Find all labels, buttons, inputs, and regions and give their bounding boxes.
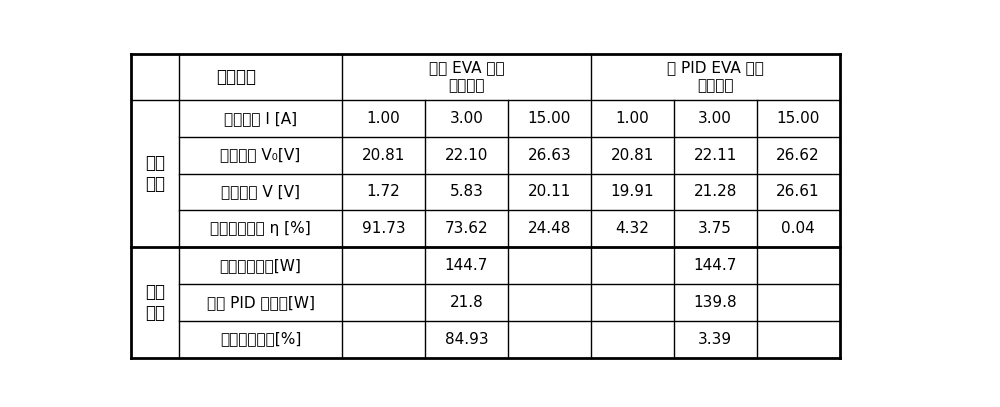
Text: 26.61: 26.61 [776, 184, 820, 199]
Text: 84.93: 84.93 [445, 332, 488, 347]
Text: 15.00: 15.00 [776, 111, 820, 126]
Text: 测试项目: 测试项目 [217, 68, 257, 86]
Text: 22.11: 22.11 [693, 148, 737, 163]
Text: 终点电压 V [V]: 终点电压 V [V] [221, 184, 300, 199]
Text: 22.10: 22.10 [445, 148, 488, 163]
Text: 3.00: 3.00 [698, 111, 732, 126]
Text: 组件 PID 后功率[W]: 组件 PID 后功率[W] [207, 295, 315, 310]
Text: 恒定电流 I [A]: 恒定电流 I [A] [224, 111, 297, 126]
Text: 26.62: 26.62 [776, 148, 820, 163]
Text: 21.28: 21.28 [693, 184, 737, 199]
Text: 20.81: 20.81 [611, 148, 654, 163]
Text: 91.73: 91.73 [362, 221, 405, 236]
Text: 1.00: 1.00 [367, 111, 400, 126]
Text: 抗 PID EVA 胶膜
封装组件: 抗 PID EVA 胶膜 封装组件 [667, 61, 764, 93]
Text: 19.91: 19.91 [610, 184, 654, 199]
Text: 测试
数据: 测试 数据 [145, 154, 165, 193]
Text: 144.7: 144.7 [693, 258, 737, 273]
Text: 1.00: 1.00 [615, 111, 649, 126]
Text: 73.62: 73.62 [445, 221, 488, 236]
Text: 组件初始功率[W]: 组件初始功率[W] [220, 258, 302, 273]
Text: 21.8: 21.8 [450, 295, 483, 310]
Text: 0.04: 0.04 [781, 221, 815, 236]
Text: 1.72: 1.72 [367, 184, 400, 199]
Text: 24.48: 24.48 [528, 221, 571, 236]
Text: 功率下降比例[%]: 功率下降比例[%] [220, 332, 301, 347]
Text: 常规 EVA 胶膜
封装组件: 常规 EVA 胶膜 封装组件 [429, 61, 504, 93]
Text: 26.63: 26.63 [527, 148, 571, 163]
Text: 初始电压 V₀[V]: 初始电压 V₀[V] [220, 148, 301, 163]
Text: 5.83: 5.83 [449, 184, 483, 199]
Text: 20.11: 20.11 [528, 184, 571, 199]
Text: 3.00: 3.00 [449, 111, 483, 126]
Text: 144.7: 144.7 [445, 258, 488, 273]
Text: 4.32: 4.32 [615, 221, 649, 236]
Text: 对比
数据: 对比 数据 [145, 283, 165, 322]
Text: 电压下降比例 η [%]: 电压下降比例 η [%] [210, 221, 311, 236]
Text: 3.39: 3.39 [698, 332, 732, 347]
Text: 139.8: 139.8 [693, 295, 737, 310]
Text: 15.00: 15.00 [528, 111, 571, 126]
Text: 20.81: 20.81 [362, 148, 405, 163]
Text: 3.75: 3.75 [698, 221, 732, 236]
